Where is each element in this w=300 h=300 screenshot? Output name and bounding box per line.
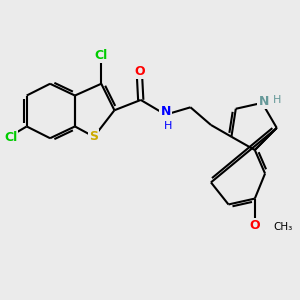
Text: H: H — [273, 95, 281, 105]
Text: O: O — [134, 65, 145, 79]
Text: Cl: Cl — [4, 131, 17, 144]
Text: S: S — [89, 130, 98, 143]
Text: Cl: Cl — [94, 49, 108, 62]
Text: N: N — [258, 95, 269, 108]
Text: H: H — [164, 121, 172, 131]
Text: O: O — [250, 219, 260, 232]
Text: CH₃: CH₃ — [273, 222, 292, 232]
Text: N: N — [160, 105, 171, 118]
